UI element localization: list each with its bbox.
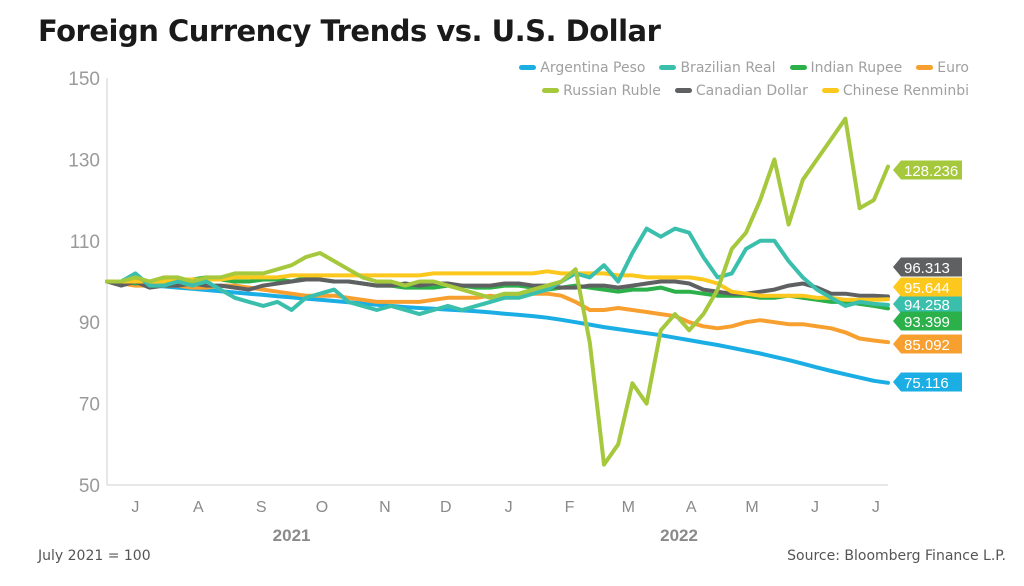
y-tick-label: 70 [79, 395, 100, 416]
series-line-brazilian-real [105, 226, 890, 317]
x-tick-label: J [505, 499, 513, 516]
end-value-tag [893, 294, 962, 314]
end-value-label: 85.092 [904, 337, 950, 354]
x-tick-label: O [316, 499, 328, 516]
x-tick-label: M [745, 499, 758, 516]
legend-item-canadian-dollar: Canadian Dollar [674, 82, 808, 99]
x-tick-label: A [193, 499, 204, 516]
year-label: 2022 [660, 526, 698, 545]
chart-title: Foreign Currency Trends vs. U.S. Dollar [38, 14, 661, 48]
end-value-tag [893, 372, 962, 392]
x-tick-label: A [686, 499, 697, 516]
legend-label: Euro [937, 59, 969, 76]
series-line-russian-ruble [105, 116, 890, 467]
legend-swatch [542, 88, 560, 93]
end-value-tag [893, 160, 962, 180]
legend-swatch [674, 88, 692, 93]
x-tick-label: J [872, 499, 880, 516]
end-value-label: 128.236 [904, 163, 958, 180]
legend-label: Chinese Renminbi [842, 82, 969, 99]
legend-label: Canadian Dollar [695, 82, 808, 99]
legend: Argentina Peso Brazilian Real Indian Rup… [449, 56, 969, 102]
end-value-label: 96.313 [904, 260, 950, 277]
legend-item-argentina-peso: Argentina Peso [519, 60, 645, 76]
series-line-indian-rupee [105, 275, 890, 311]
legend-swatch [916, 65, 934, 70]
source-note: Source: Bloomberg Finance L.P. [787, 548, 1006, 564]
legend-item-russian-ruble: Russian Ruble [542, 83, 661, 99]
legend-swatch [789, 65, 807, 70]
y-tick-label: 110 [70, 232, 100, 253]
y-tick-label: 90 [79, 313, 100, 334]
legend-swatch [821, 88, 839, 93]
legend-label: Indian Rupee [810, 59, 903, 76]
y-tick-label: 50 [79, 476, 100, 497]
x-tick-label: J [811, 499, 819, 516]
end-value-tag [893, 277, 962, 297]
end-value-tag [893, 257, 962, 277]
legend-label: Russian Ruble [563, 82, 661, 99]
end-value-tag [893, 334, 962, 354]
series-line-argentina-peso [105, 279, 890, 385]
y-tick-label: 130 [68, 150, 100, 171]
legend-swatch [659, 65, 677, 70]
legend-swatch [519, 65, 537, 70]
footnote: July 2021 = 100 [38, 548, 151, 564]
legend-label: Brazilian Real [680, 59, 776, 76]
legend-item-indian-rupee: Indian Rupee [789, 59, 903, 76]
x-tick-label: J [131, 499, 139, 516]
x-tick-label: F [565, 499, 575, 516]
x-tick-label: M [622, 499, 635, 516]
series-line-canadian-dollar [105, 277, 890, 299]
legend-label: Argentina Peso [540, 59, 646, 76]
series-line-chinese-renminbi [105, 269, 890, 302]
legend-item-euro: Euro [916, 60, 969, 76]
end-value-tag [893, 311, 962, 331]
end-value-label: 94.258 [904, 297, 950, 314]
end-value-label: 93.399 [904, 314, 950, 331]
legend-item-chinese-renminbi: Chinese Renminbi [821, 82, 969, 99]
y-tick-label: 150 [68, 69, 100, 90]
x-tick-label: N [379, 499, 391, 516]
end-value-label: 95.644 [904, 280, 950, 297]
x-tick-label: S [256, 499, 267, 516]
year-label: 2021 [273, 526, 311, 545]
end-value-label: 75.116 [904, 375, 949, 392]
legend-item-brazilian-real: Brazilian Real [659, 59, 776, 76]
x-tick-label: D [440, 499, 452, 516]
